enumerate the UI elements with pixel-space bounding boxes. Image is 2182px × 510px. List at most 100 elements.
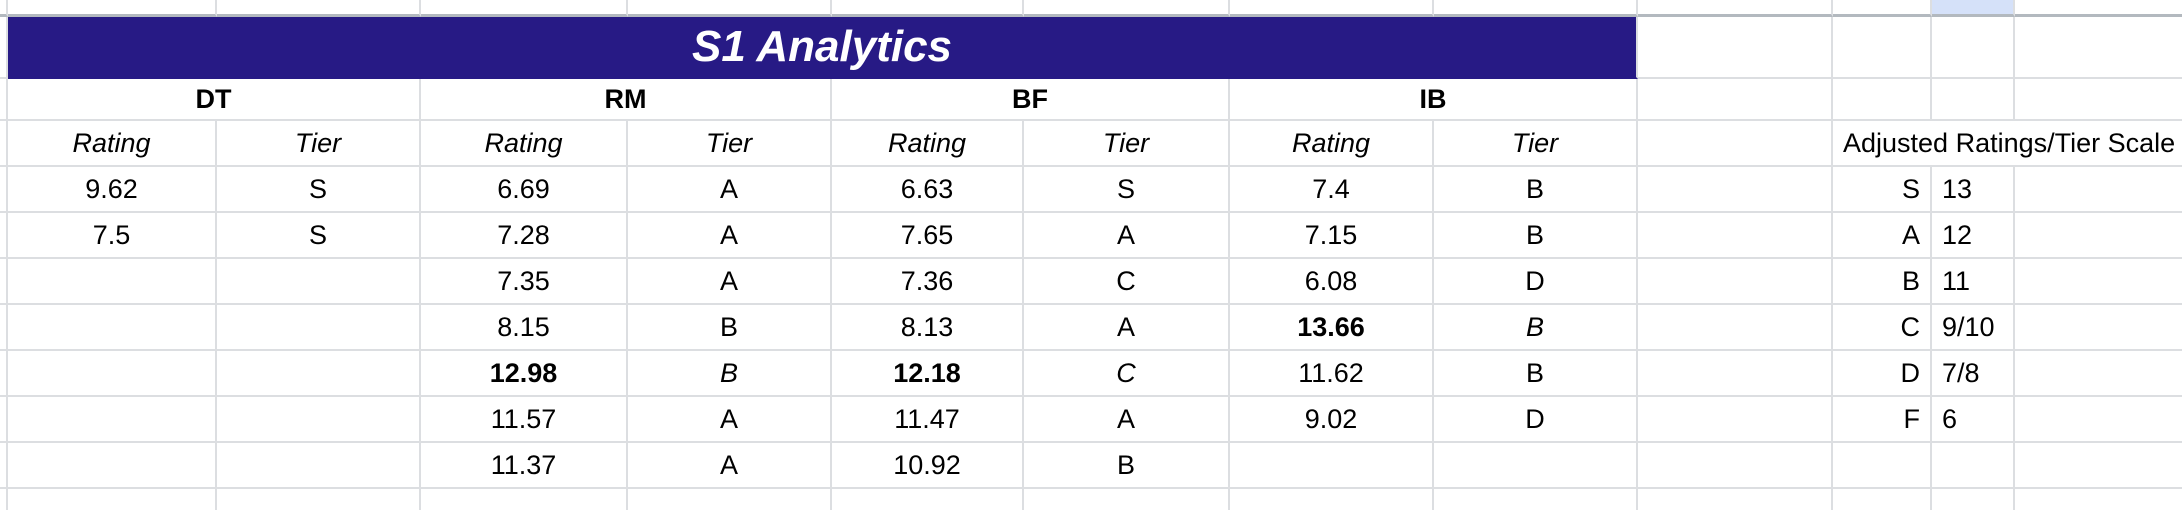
cell[interactable] <box>2015 79 2182 121</box>
cell[interactable] <box>1932 443 2015 489</box>
cell[interactable] <box>1434 0 1638 17</box>
cell-bf-rating[interactable]: 7.65 <box>832 213 1024 259</box>
cell[interactable] <box>0 351 8 397</box>
cell-rm-tier[interactable]: A <box>628 259 832 305</box>
cell-ib-rating[interactable]: 7.4 <box>1230 167 1434 213</box>
cell[interactable] <box>217 489 421 510</box>
cell[interactable] <box>0 167 8 213</box>
scale-tier[interactable]: A <box>1833 213 1932 259</box>
cell-rm-tier[interactable]: A <box>628 167 832 213</box>
cell-rm-rating[interactable]: 11.57 <box>421 397 628 443</box>
cell-dt-tier[interactable] <box>217 305 421 351</box>
cell-ib-tier[interactable]: B <box>1434 213 1638 259</box>
cell-rm-rating[interactable]: 7.28 <box>421 213 628 259</box>
cell-bf-rating[interactable]: 7.36 <box>832 259 1024 305</box>
scale-value[interactable]: 9/10 <box>1932 305 2015 351</box>
cell-ib-tier[interactable]: B <box>1434 305 1638 351</box>
scale-tier[interactable]: D <box>1833 351 1932 397</box>
cell[interactable] <box>217 0 421 17</box>
cell-dt-rating[interactable] <box>8 443 217 489</box>
subheader-bf-tier[interactable]: Tier <box>1024 121 1230 167</box>
cell[interactable] <box>1638 351 1833 397</box>
scale-value[interactable]: 13 <box>1932 167 2015 213</box>
cell-bf-rating[interactable]: 10.92 <box>832 443 1024 489</box>
cell[interactable] <box>1638 17 1833 79</box>
cell-ib-tier[interactable]: D <box>1434 259 1638 305</box>
subheader-rm-rating[interactable]: Rating <box>421 121 628 167</box>
cell[interactable] <box>8 489 217 510</box>
scale-value[interactable]: 12 <box>1932 213 2015 259</box>
cell-bf-tier[interactable]: A <box>1024 397 1230 443</box>
cell-rm-rating[interactable]: 6.69 <box>421 167 628 213</box>
cell-dt-rating[interactable] <box>8 397 217 443</box>
cell-dt-rating[interactable]: 9.62 <box>8 167 217 213</box>
cell[interactable] <box>1833 0 1932 17</box>
cell-rm-rating[interactable]: 11.37 <box>421 443 628 489</box>
cell[interactable] <box>2015 167 2182 213</box>
cell-dt-tier[interactable] <box>217 351 421 397</box>
subheader-bf-rating[interactable]: Rating <box>832 121 1024 167</box>
cell[interactable] <box>1638 397 1833 443</box>
cell-dt-tier[interactable] <box>217 259 421 305</box>
scale-value[interactable]: 6 <box>1932 397 2015 443</box>
cell[interactable] <box>0 213 8 259</box>
cell-dt-rating[interactable]: 7.5 <box>8 213 217 259</box>
cell[interactable] <box>0 121 8 167</box>
cell[interactable] <box>2015 489 2182 510</box>
cell[interactable] <box>1932 79 2015 121</box>
cell-bf-tier[interactable]: C <box>1024 351 1230 397</box>
header-rm[interactable]: RM <box>421 79 832 121</box>
cell[interactable] <box>1638 259 1833 305</box>
cell[interactable] <box>832 0 1024 17</box>
subheader-ib-tier[interactable]: Tier <box>1434 121 1638 167</box>
cell-dt-tier[interactable] <box>217 443 421 489</box>
cell[interactable] <box>628 489 832 510</box>
cell-rm-rating[interactable]: 12.98 <box>421 351 628 397</box>
scale-value[interactable]: 11 <box>1932 259 2015 305</box>
cell[interactable] <box>0 305 8 351</box>
cell[interactable] <box>0 79 8 121</box>
cell-ib-rating[interactable]: 11.62 <box>1230 351 1434 397</box>
cell[interactable] <box>1230 489 1434 510</box>
cell[interactable] <box>0 259 8 305</box>
cell[interactable] <box>1024 0 1230 17</box>
cell-rm-rating[interactable]: 8.15 <box>421 305 628 351</box>
cell-bf-rating[interactable]: 12.18 <box>832 351 1024 397</box>
cell-ib-rating[interactable]: 6.08 <box>1230 259 1434 305</box>
cell-ib-rating[interactable] <box>1230 443 1434 489</box>
cell-ib-rating[interactable]: 13.66 <box>1230 305 1434 351</box>
cell[interactable] <box>1638 79 1833 121</box>
cell[interactable] <box>0 489 8 510</box>
cell[interactable] <box>0 443 8 489</box>
header-bf[interactable]: BF <box>832 79 1230 121</box>
cell[interactable] <box>1638 489 1833 510</box>
cell-rm-tier[interactable]: B <box>628 305 832 351</box>
cell-rm-tier[interactable]: B <box>628 351 832 397</box>
cell[interactable] <box>2015 213 2182 259</box>
subheader-ib-rating[interactable]: Rating <box>1230 121 1434 167</box>
cell[interactable] <box>2015 0 2182 17</box>
cell[interactable] <box>1230 0 1434 17</box>
cell[interactable] <box>1638 121 1833 167</box>
cell-dt-tier[interactable]: S <box>217 213 421 259</box>
cell-bf-tier[interactable]: A <box>1024 213 1230 259</box>
cell-bf-tier[interactable]: A <box>1024 305 1230 351</box>
cell-bf-rating[interactable]: 11.47 <box>832 397 1024 443</box>
header-ib[interactable]: IB <box>1230 79 1638 121</box>
cell-rm-tier[interactable]: A <box>628 443 832 489</box>
cell-dt-tier[interactable]: S <box>217 167 421 213</box>
cell-dt-rating[interactable] <box>8 351 217 397</box>
sheet-title-cell[interactable]: S1 Analytics <box>8 17 1638 79</box>
cell[interactable] <box>1024 489 1230 510</box>
cell[interactable] <box>1638 213 1833 259</box>
highlighted-cell[interactable] <box>1932 0 2015 17</box>
cell-bf-tier[interactable]: S <box>1024 167 1230 213</box>
cell-rm-tier[interactable]: A <box>628 213 832 259</box>
cell[interactable] <box>1638 0 1833 17</box>
cell-dt-rating[interactable] <box>8 259 217 305</box>
cell[interactable] <box>1833 79 1932 121</box>
cell[interactable] <box>832 489 1024 510</box>
cell[interactable] <box>0 397 8 443</box>
cell-dt-rating[interactable] <box>8 305 217 351</box>
scale-table-header[interactable]: Adjusted Ratings/Tier Scale <box>1833 121 2182 167</box>
